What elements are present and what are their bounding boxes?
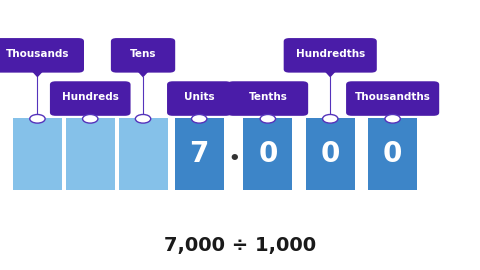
Text: 0: 0 [258, 140, 277, 168]
FancyBboxPatch shape [306, 118, 355, 190]
FancyBboxPatch shape [284, 38, 377, 73]
Polygon shape [322, 68, 339, 77]
Text: Thousands: Thousands [6, 49, 69, 59]
Text: 7,000 ÷ 1,000: 7,000 ÷ 1,000 [164, 236, 316, 255]
Circle shape [385, 114, 400, 123]
FancyBboxPatch shape [175, 118, 224, 190]
Text: Thousandths: Thousandths [355, 92, 431, 102]
Text: •: • [228, 150, 240, 168]
FancyBboxPatch shape [0, 38, 84, 73]
FancyBboxPatch shape [167, 81, 231, 116]
Circle shape [30, 114, 45, 123]
FancyBboxPatch shape [13, 118, 62, 190]
Circle shape [192, 114, 207, 123]
FancyBboxPatch shape [66, 118, 115, 190]
FancyBboxPatch shape [111, 38, 175, 73]
Polygon shape [259, 111, 276, 121]
FancyBboxPatch shape [50, 81, 131, 116]
Polygon shape [82, 111, 99, 121]
Circle shape [323, 114, 338, 123]
FancyBboxPatch shape [243, 118, 292, 190]
Polygon shape [29, 68, 46, 77]
Circle shape [135, 114, 151, 123]
Text: Units: Units [184, 92, 215, 102]
Text: 0: 0 [321, 140, 340, 168]
Text: 0: 0 [383, 140, 402, 168]
Polygon shape [191, 111, 208, 121]
Text: 7: 7 [190, 140, 209, 168]
Circle shape [83, 114, 98, 123]
FancyBboxPatch shape [346, 81, 439, 116]
FancyBboxPatch shape [368, 118, 417, 190]
Text: Tenths: Tenths [249, 92, 287, 102]
Text: Tens: Tens [130, 49, 156, 59]
Circle shape [260, 114, 276, 123]
Polygon shape [134, 68, 152, 77]
Text: Hundreds: Hundreds [62, 92, 119, 102]
Text: Hundredths: Hundredths [296, 49, 365, 59]
FancyBboxPatch shape [228, 81, 308, 116]
Polygon shape [384, 111, 401, 121]
FancyBboxPatch shape [119, 118, 168, 190]
